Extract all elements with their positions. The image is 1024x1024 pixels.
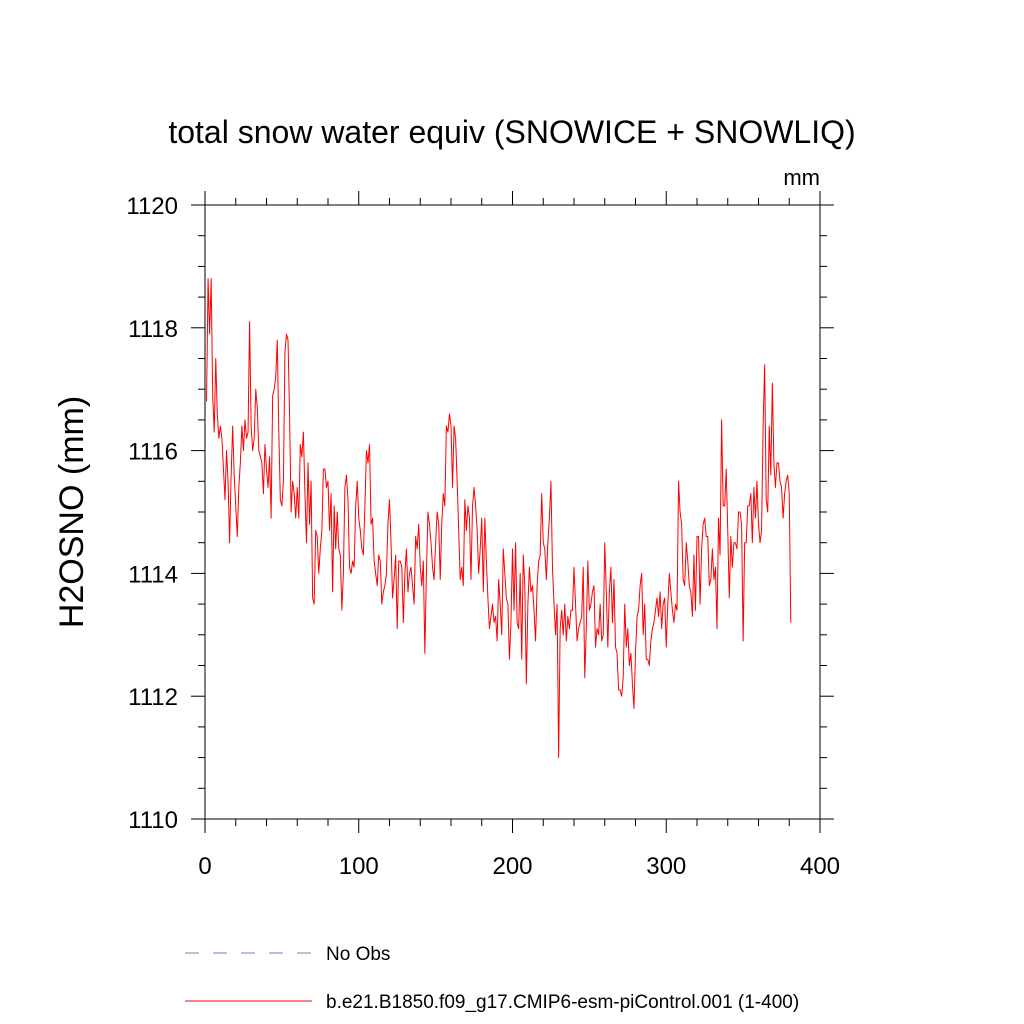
x-tick-label: 100 xyxy=(339,853,379,880)
x-tick-label: 0 xyxy=(198,853,211,880)
y-tick-label: 1112 xyxy=(128,684,178,711)
y-tick-label: 1118 xyxy=(128,316,178,343)
x-tick-label: 300 xyxy=(646,853,686,880)
x-tick-label: 200 xyxy=(492,853,532,880)
x-tick-label: 400 xyxy=(800,853,840,880)
legend-label-piControl: b.e21.B1850.f09_g17.CMIP6-esm-piControl.… xyxy=(326,992,799,1013)
y-tick-labels: 1110 1112 1114 1116 1118 1120 xyxy=(126,193,178,834)
x-tick-labels: 0 100 200 300 400 xyxy=(198,853,840,880)
series-line-piControl xyxy=(206,278,792,759)
y-tick-label: 1114 xyxy=(128,561,178,588)
plot-area: 0 100 200 300 400 1110 1112 1114 1116 1118 1120 xyxy=(126,191,840,880)
y-tick-label: 1116 xyxy=(128,439,178,466)
units-label: mm xyxy=(783,165,820,190)
axis-ticks xyxy=(191,191,834,833)
y-tick-label: 1120 xyxy=(126,193,178,220)
y-tick-label: 1110 xyxy=(128,807,178,834)
legend-label-no-obs: No Obs xyxy=(326,944,390,965)
y-axis-label: H2OSNO (mm) xyxy=(53,396,91,628)
chart-title: total snow water equiv (SNOWICE + SNOWLI… xyxy=(168,114,855,150)
legend: No Obs b.e21.B1850.f09_g17.CMIP6-esm-piC… xyxy=(185,944,799,1013)
